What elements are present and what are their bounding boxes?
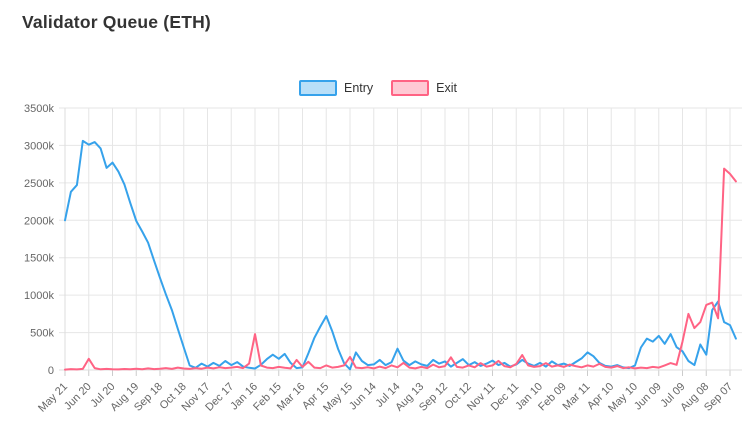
y-axis-tick-label: 3500k <box>24 103 54 115</box>
x-axis-tick-label: Jun 09 <box>632 381 664 413</box>
page-title: Validator Queue (ETH) <box>22 12 211 32</box>
y-axis-tick-label: 1000k <box>24 290 54 302</box>
y-axis-tick-label: 1500k <box>24 253 54 265</box>
entry-series-swatch-icon <box>298 80 337 96</box>
exit-series-line <box>64 167 737 371</box>
y-axis-tick-label: 500k <box>30 328 54 340</box>
queue-chart-canvas[interactable]: 0 500k 1000k 1500k 2000k 2500k 3000k 3500k May 2… <box>0 100 756 440</box>
chart-legend: Entry Exit <box>0 80 756 96</box>
x-axis-tick-label: Mar 11 <box>561 381 593 413</box>
x-axis-tick-label: Jun 14 <box>347 381 379 413</box>
exit-series-swatch-icon <box>391 80 430 96</box>
y-axis-tick-label: 2000k <box>24 215 54 227</box>
y-axis-tick-label: 0 <box>48 365 54 377</box>
legend-item-exit[interactable]: Exit <box>391 80 457 96</box>
x-axis-tick-label: Jun 20 <box>62 381 94 413</box>
y-axis-tick-label: 3000k <box>24 140 54 152</box>
y-axis-tick-label: 2500k <box>24 178 54 190</box>
x-axis-tick-label: May 21 <box>36 381 70 415</box>
legend-item-entry[interactable]: Entry <box>298 80 374 96</box>
exit-legend-label: Exit <box>436 81 458 95</box>
entry-legend-label: Entry <box>343 81 374 95</box>
